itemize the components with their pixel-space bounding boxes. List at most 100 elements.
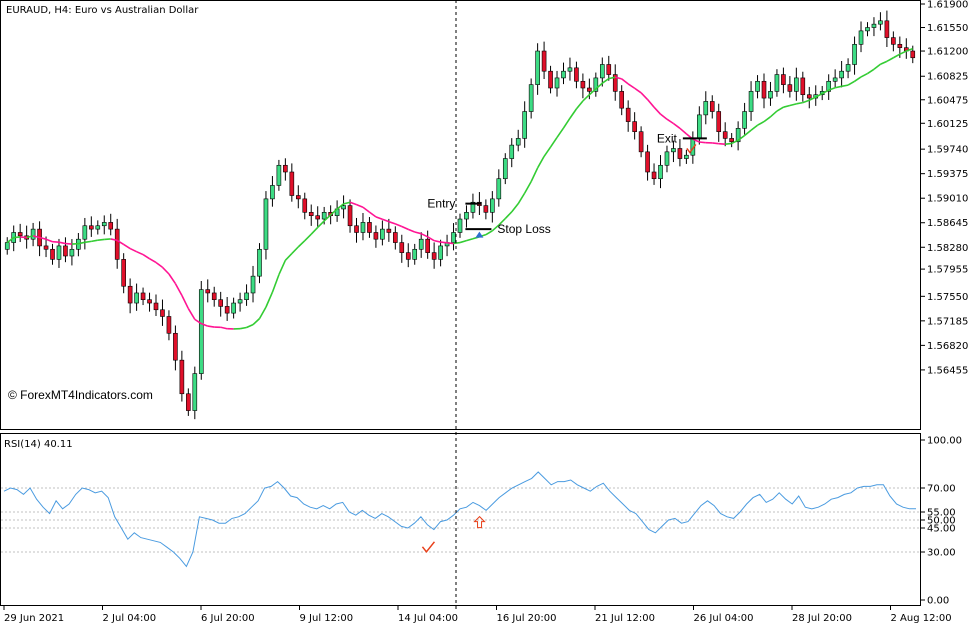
bullish-candle: [451, 232, 456, 243]
bullish-candle: [774, 74, 780, 92]
ma-segment-down: [110, 238, 118, 242]
bullish-candle: [826, 80, 831, 92]
ma-segment-up: [91, 239, 98, 243]
bearish-candle: [625, 107, 631, 122]
rsi-tick-label: 0.00: [927, 596, 949, 607]
bearish-candle: [800, 77, 806, 96]
bearish-candle: [224, 306, 230, 314]
ma-segment-down: [116, 239, 125, 246]
price-tick-label: 1.59010: [927, 194, 968, 205]
bullish-candle: [30, 228, 36, 240]
price-tick-label: 1.56455: [927, 365, 968, 376]
bullish-candle: [237, 299, 243, 304]
bearish-candle: [218, 299, 223, 307]
ma-segment-up: [776, 106, 784, 112]
ma-segment-down: [174, 283, 183, 296]
bullish-candle: [263, 198, 269, 250]
bearish-candle: [574, 67, 579, 82]
ma-segment-up: [556, 127, 565, 138]
ma-segment-down: [136, 250, 144, 256]
ma-segment-down: [155, 261, 163, 268]
bearish-candle: [140, 292, 146, 300]
ma-segment-up: [453, 241, 461, 245]
time-tick-label: 21 Jul 12:00: [595, 613, 655, 624]
ma-segment-up: [763, 116, 771, 123]
bearish-candle: [63, 245, 68, 257]
watermark: © ForexMT4Indicators.com: [8, 388, 153, 402]
price-tick-label: 1.58645: [927, 218, 968, 229]
ma-segment-up: [841, 84, 849, 88]
ma-segment-up: [304, 233, 312, 242]
ma-segment-up: [757, 120, 765, 126]
price-tick-label: 1.57550: [927, 292, 968, 303]
bearish-candle: [153, 302, 159, 311]
ma-segment-up: [317, 220, 325, 229]
ma-segment-up: [323, 214, 332, 222]
ma-segment-up: [789, 103, 797, 107]
bearish-candle: [367, 222, 372, 233]
rsi-tick-label: 45.00: [927, 524, 956, 535]
ma-segment-up: [808, 96, 817, 101]
price-tick-label: 1.61200: [927, 47, 968, 58]
ma-segment-down: [129, 247, 137, 253]
ma-segment-up: [783, 104, 791, 108]
ma-segment-down: [349, 201, 357, 206]
ma-segment-down: [362, 206, 370, 213]
ma-segment-down: [646, 99, 655, 108]
ma-segment-up: [725, 142, 732, 145]
ma-segment-up: [873, 63, 881, 70]
ma-segment-up: [84, 240, 92, 244]
rsi-tick-label: 100.00: [927, 436, 962, 447]
bullish-candle: [839, 70, 844, 79]
bullish-candle: [878, 20, 883, 25]
bullish-candle: [341, 205, 346, 210]
ma-segment-up: [575, 100, 584, 110]
bullish-candle: [470, 201, 476, 213]
bullish-candle: [509, 144, 515, 159]
bullish-candle: [664, 151, 670, 166]
bullish-candle: [593, 77, 599, 92]
ma-segment-up: [26, 235, 34, 239]
bearish-candle: [354, 225, 359, 233]
bullish-candle: [794, 77, 799, 92]
bullish-candle: [535, 50, 540, 85]
bullish-candle: [502, 158, 508, 180]
ma-segment-up: [867, 68, 875, 75]
ma-segment-up: [802, 99, 810, 104]
bearish-candle: [709, 101, 715, 112]
time-tick-label: 26 Jul 04:00: [694, 613, 754, 624]
ma-segment-up: [860, 72, 868, 78]
bearish-candle: [910, 50, 916, 59]
bullish-candle: [198, 289, 204, 374]
ma-segment-down: [446, 242, 454, 245]
ma-segment-up: [601, 77, 610, 84]
bullish-candle: [871, 23, 877, 28]
ma-segment-up: [828, 87, 836, 91]
bullish-candle: [599, 64, 605, 79]
moving-average-layer: [6, 47, 914, 330]
ma-segment-up: [278, 259, 287, 276]
ma-segment-up: [821, 89, 830, 95]
bullish-candle: [257, 248, 262, 277]
bearish-candle: [173, 332, 178, 361]
ma-segment-down: [142, 253, 150, 260]
ma-segment-up: [834, 85, 842, 89]
bullish-candle: [95, 225, 101, 230]
ma-segment-up: [892, 53, 901, 59]
ma-segment-up: [78, 241, 86, 245]
bullish-candle: [412, 248, 418, 260]
bullish-candle: [671, 148, 676, 153]
ma-segment-down: [382, 218, 390, 223]
bullish-candle: [457, 218, 463, 233]
ma-segment-up: [330, 208, 338, 216]
bullish-candle: [69, 248, 75, 257]
ma-segment-down: [672, 122, 681, 129]
price-tick-label: 1.61550: [927, 23, 968, 34]
bearish-candle: [781, 74, 786, 85]
ma-segment-up: [297, 240, 306, 248]
ma-segment-up: [569, 108, 578, 119]
ma-segment-down: [653, 106, 662, 115]
price-tick-label: 1.61900: [927, 0, 968, 11]
bearish-candle: [897, 44, 903, 48]
rsi-check-icon: [421, 541, 436, 554]
